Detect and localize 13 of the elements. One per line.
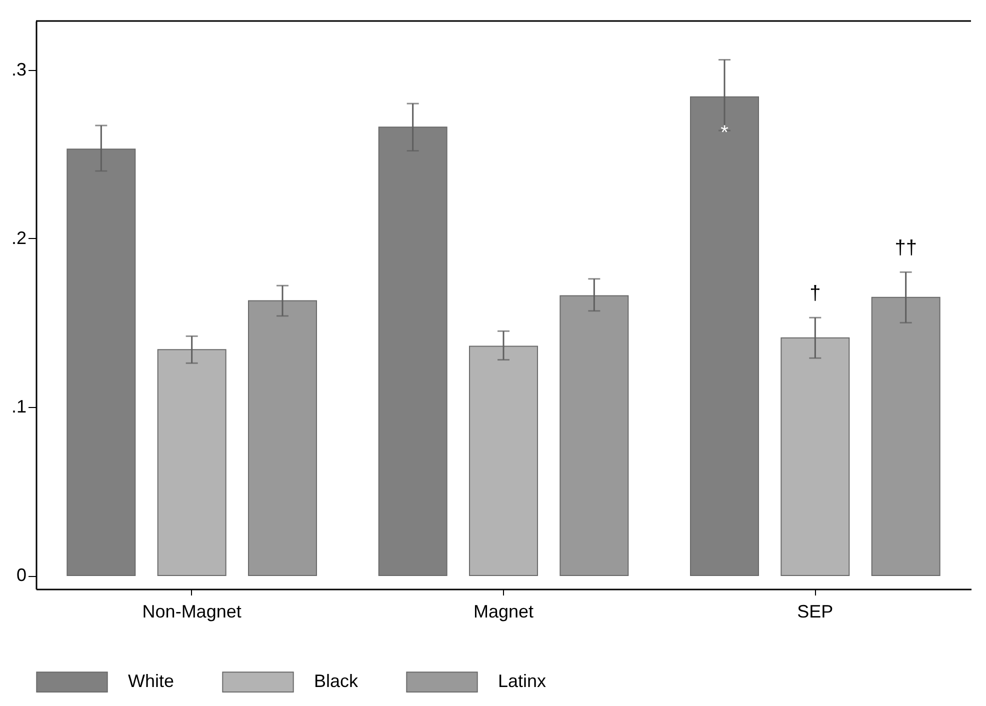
x-tick-label: Magnet xyxy=(473,602,534,622)
x-tick-label: Non-Magnet xyxy=(142,602,242,622)
legend-label: White xyxy=(128,671,174,692)
annotation: †† xyxy=(894,237,917,260)
y-tick-label: 0 xyxy=(16,565,26,586)
y-tick-label: .3 xyxy=(11,59,26,80)
y-tick-label: .1 xyxy=(11,396,26,416)
legend-label: Latinx xyxy=(498,671,546,692)
annotation: † xyxy=(810,282,821,305)
legend-label: Black xyxy=(314,671,360,692)
x-tick-label: SEP xyxy=(797,602,834,622)
y-tick-label: .2 xyxy=(11,228,26,248)
annotation: * xyxy=(720,122,729,144)
